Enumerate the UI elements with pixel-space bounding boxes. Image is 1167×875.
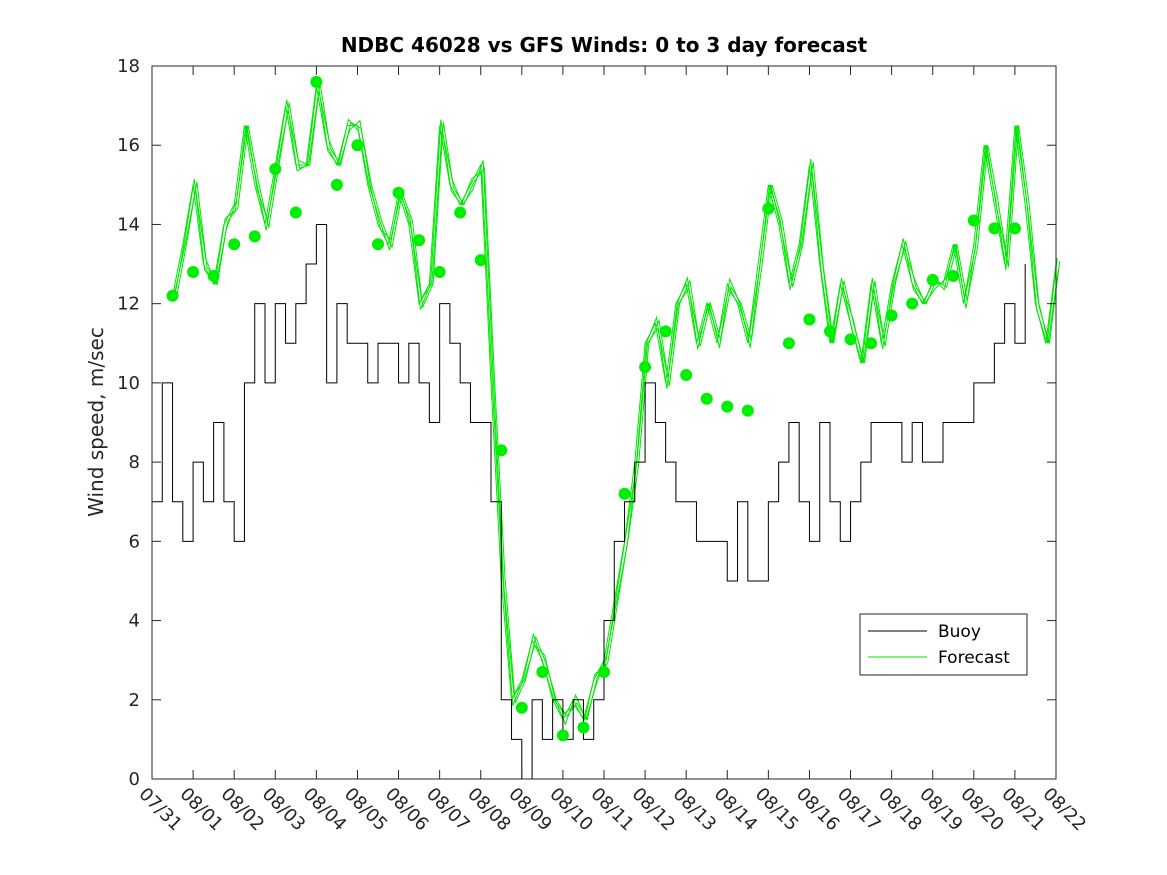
forecast-point [988, 222, 1001, 235]
forecast-point [392, 186, 405, 199]
forecast-point [166, 289, 179, 302]
forecast-point [721, 400, 734, 413]
forecast-point [310, 75, 323, 88]
buoy-line [152, 223, 1026, 780]
legend-buoy-label: Buoy [938, 622, 981, 642]
forecast-point [1008, 222, 1021, 235]
forecast-point [885, 309, 898, 322]
forecast-point [474, 254, 487, 267]
forecast-point [782, 337, 795, 350]
legend-forecast-label: Forecast [938, 648, 1010, 668]
forecast-point [824, 325, 836, 338]
y-tick-label: 4 [129, 611, 140, 632]
forecast-point [618, 487, 631, 500]
forecast-point [248, 230, 261, 243]
forecast-point [598, 666, 610, 679]
forecast-point [680, 368, 693, 381]
forecast-point [495, 444, 508, 457]
forecast-point [536, 666, 549, 679]
forecast-point [659, 325, 672, 338]
forecast-point [228, 238, 241, 251]
forecast-line [175, 82, 1061, 721]
forecast-point [926, 273, 939, 286]
forecast-point [762, 202, 775, 215]
forecast-point [207, 269, 220, 282]
y-tick-label: 2 [129, 690, 140, 711]
forecast-point [844, 333, 857, 346]
forecast-line [174, 90, 1059, 726]
forecast-point [289, 206, 302, 219]
y-tick-label: 8 [129, 452, 140, 473]
forecast-point [967, 214, 980, 227]
forecast-point [741, 404, 754, 417]
forecast-point [187, 265, 200, 278]
forecast-point [351, 139, 364, 152]
legend-box [859, 613, 1028, 676]
y-tick-label: 6 [129, 531, 140, 552]
forecast-point [906, 297, 919, 310]
forecast-point [700, 392, 713, 405]
forecast-point [454, 206, 467, 219]
forecast-point [413, 234, 426, 247]
y-tick-label: 14 [117, 214, 140, 235]
y-axis-label: Wind speed, m/sec [84, 327, 108, 517]
buoy-series-group [152, 223, 1026, 780]
forecast-point [865, 337, 878, 350]
forecast-point [639, 361, 652, 374]
forecast-point [556, 729, 569, 742]
forecast-point [803, 313, 816, 326]
y-tick-label: 18 [117, 56, 140, 77]
forecast-point [433, 265, 446, 278]
forecast-point [269, 162, 282, 175]
forecast-point [330, 178, 343, 191]
forecast-point [577, 721, 590, 734]
y-tick-label: 0 [129, 769, 140, 790]
forecast-point [947, 269, 960, 282]
y-tick-label: 10 [117, 373, 140, 394]
forecast-point [515, 701, 528, 714]
y-tick-label: 16 [117, 135, 140, 156]
chart-title: NDBC 46028 vs GFS Winds: 0 to 3 day fore… [341, 33, 868, 57]
forecast-markers-group [166, 75, 1021, 742]
y-axis: 0 2 4 6 8 10 12 14 16 18 [117, 56, 1056, 790]
legend: Buoy Forecast [859, 613, 1028, 676]
forecast-point [372, 238, 384, 251]
y-tick-label: 12 [117, 294, 140, 315]
